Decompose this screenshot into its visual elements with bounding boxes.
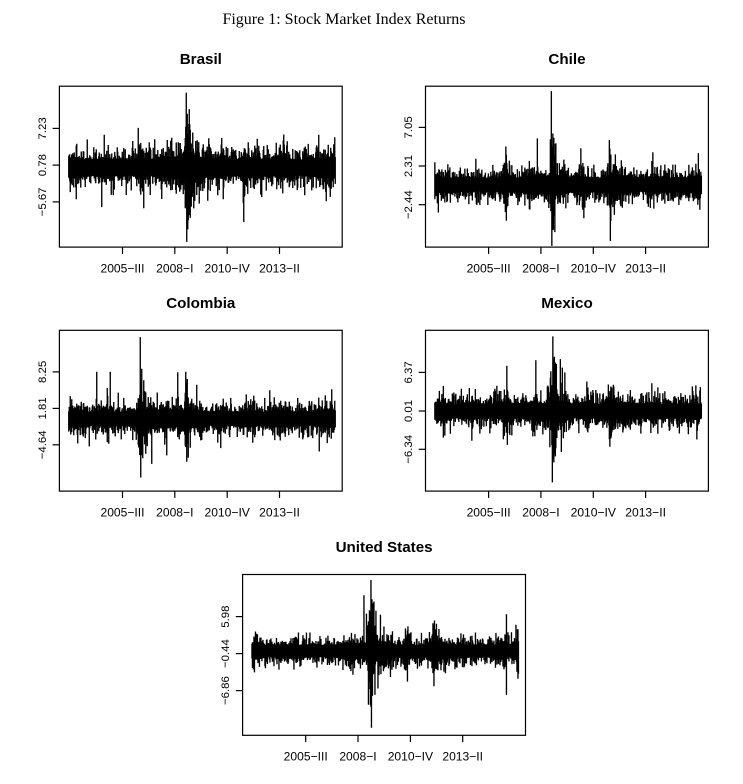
- svg-text:0.78: 0.78: [37, 154, 49, 176]
- svg-text:2010−IV: 2010−IV: [204, 261, 250, 275]
- svg-text:6.37: 6.37: [403, 361, 415, 383]
- svg-text:2010−IV: 2010−IV: [571, 261, 617, 275]
- svg-text:2013−II: 2013−II: [625, 261, 666, 275]
- svg-text:−0.44: −0.44: [220, 639, 232, 668]
- svg-text:2013−II: 2013−II: [625, 505, 666, 519]
- svg-text:Colombia: Colombia: [166, 295, 236, 312]
- svg-text:0.01: 0.01: [403, 400, 415, 422]
- svg-text:2005−III: 2005−III: [467, 261, 511, 275]
- svg-text:2005−III: 2005−III: [284, 750, 328, 764]
- svg-text:Chile: Chile: [548, 51, 585, 68]
- svg-text:8.25: 8.25: [37, 361, 49, 383]
- svg-text:1.81: 1.81: [37, 397, 49, 419]
- svg-text:2008−I: 2008−I: [339, 750, 376, 764]
- svg-text:2010−IV: 2010−IV: [571, 505, 617, 519]
- svg-text:2008−I: 2008−I: [156, 505, 193, 519]
- svg-text:2005−III: 2005−III: [467, 505, 511, 519]
- svg-text:2.31: 2.31: [403, 155, 415, 177]
- svg-text:5.98: 5.98: [220, 606, 232, 628]
- svg-text:−6.34: −6.34: [403, 435, 415, 464]
- svg-text:2005−III: 2005−III: [100, 505, 144, 519]
- svg-text:2013−II: 2013−II: [259, 505, 300, 519]
- svg-text:−2.44: −2.44: [403, 190, 415, 219]
- svg-text:2008−I: 2008−I: [156, 261, 193, 275]
- svg-text:2008−I: 2008−I: [522, 261, 559, 275]
- svg-text:2010−IV: 2010−IV: [388, 750, 434, 764]
- svg-text:2013−II: 2013−II: [259, 261, 300, 275]
- svg-text:2010−IV: 2010−IV: [204, 505, 250, 519]
- svg-text:2005−III: 2005−III: [100, 261, 144, 275]
- svg-text:2008−I: 2008−I: [522, 505, 559, 519]
- svg-text:−4.64: −4.64: [37, 430, 49, 459]
- svg-text:−5.67: −5.67: [37, 187, 49, 216]
- svg-text:Figure 1: Stock Market Index R: Figure 1: Stock Market Index Returns: [222, 11, 465, 28]
- svg-text:United States: United States: [336, 539, 433, 556]
- svg-text:Mexico: Mexico: [541, 295, 593, 312]
- svg-text:Brasil: Brasil: [180, 51, 222, 68]
- svg-text:7.23: 7.23: [37, 117, 49, 139]
- svg-text:7.05: 7.05: [403, 116, 415, 138]
- svg-text:−6.86: −6.86: [220, 676, 232, 705]
- svg-text:2013−II: 2013−II: [442, 750, 483, 764]
